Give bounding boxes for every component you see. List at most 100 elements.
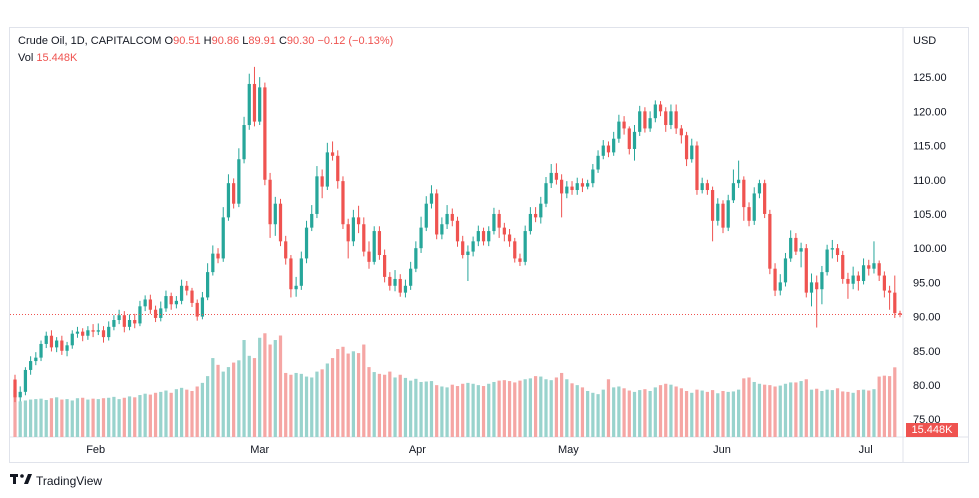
candle [388,272,392,291]
candle [716,198,720,226]
candle-body [658,104,663,112]
y-tick-label: 125.00 [913,72,947,84]
candle-body [768,213,772,269]
candle-body [263,87,267,180]
candle-body [398,278,402,293]
candle-body [804,248,808,293]
volume-bar [356,353,361,437]
candle-body [70,333,74,346]
x-tick-label: Feb [86,444,105,456]
volume-bar [461,383,465,437]
volume-bar [544,379,548,437]
volume-bar [289,374,293,437]
candle-body [18,391,22,398]
volume-bar [778,385,782,437]
time-axis[interactable]: FebMarAprMayJunJulAug [86,444,979,456]
candle-body [825,249,829,273]
candle [461,235,465,259]
candle-body [393,278,397,286]
candle-body [383,255,387,277]
candle [721,200,725,234]
candle [726,194,730,232]
candle [351,209,355,247]
candle-body [377,231,382,256]
candle-body [356,217,361,225]
volume-bar [60,399,64,437]
candle [75,326,80,338]
candle [565,181,569,199]
ohlc-legend: Crude Oil, 1D, CAPITALCOM O90.51 H90.86 … [18,35,393,47]
candle [497,209,501,238]
candle-body [258,87,262,122]
candle [96,323,100,336]
candle-body [669,111,673,126]
candle-body [664,111,668,126]
volume-bar [138,395,142,437]
candle-body [96,330,100,332]
candle [570,181,574,195]
candle [846,272,850,299]
volume-bar [299,373,303,437]
volume-bar [190,390,194,437]
volume-bar [29,399,33,437]
volume-bar [362,344,366,437]
candle-body [133,320,137,324]
volume-bar [648,390,652,437]
candle [315,166,319,219]
candle-body [127,320,132,327]
candle-body [86,330,90,336]
volume-bar [851,392,855,437]
candle [117,309,121,325]
volume-bar [414,378,418,437]
candle-body [601,145,605,156]
y-tick-label: 105.00 [913,209,947,221]
volume-bar [830,390,834,437]
candle-body [403,285,408,293]
candle [133,313,137,329]
volume-bar [383,374,387,437]
volume-bar [716,393,720,437]
candle-body [179,285,184,301]
candle-body [539,203,543,218]
candle [471,236,475,257]
volume-bar [476,385,480,437]
volume-bar [377,373,382,437]
candle-body [60,340,64,351]
candle [669,104,673,130]
volume-bar [763,384,767,437]
y-tick-label: 85.00 [913,346,941,358]
candle-body [861,265,866,282]
candle-body [898,313,902,315]
candle-body [622,121,626,129]
candle [242,116,246,164]
candle [383,249,387,283]
price-axis[interactable]: 125.00 120.00 115.00 110.00 105.00 100.00 95.0… [913,72,947,426]
volume-bar [325,363,329,437]
candle-body [226,183,231,218]
candle-body [716,203,720,221]
candle [560,174,564,218]
candle [377,226,382,260]
candle-body [554,172,559,180]
volume-bar [221,371,225,437]
candle-body [315,176,319,214]
candle-body [174,300,178,305]
candle-body [809,282,814,293]
volume-bar [492,381,496,437]
tradingview-logo[interactable]: TradingView [10,473,102,488]
candle-body [143,299,147,307]
y-tick-label: 100.00 [913,243,947,255]
volume-bar [55,397,59,437]
candle [320,169,324,199]
candle [674,104,678,134]
candle [606,141,611,158]
volume-bar [773,386,777,437]
candle-body [872,263,876,269]
volume-bar [164,390,168,437]
candle-body [190,290,194,303]
candle-body [273,203,277,225]
volume-label: Vol [18,52,34,64]
candle [179,279,184,305]
volume-bar [112,396,116,437]
